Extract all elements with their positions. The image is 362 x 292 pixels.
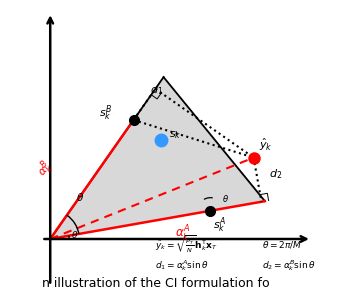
- Text: n illustration of the CI formulation fo: n illustration of the CI formulation fo: [42, 277, 269, 290]
- Text: $s_k^A$: $s_k^A$: [214, 215, 227, 234]
- Text: $\hat{y}_k = \sqrt{\frac{P_T}{N}}\mathbf{h}_k^\mathrm{T}\mathbf{x}_T$: $\hat{y}_k = \sqrt{\frac{P_T}{N}}\mathbf…: [155, 232, 218, 253]
- Text: $d_2$: $d_2$: [269, 167, 282, 180]
- Text: $\theta$: $\theta$: [71, 229, 78, 239]
- Text: $\hat{y}_k$: $\hat{y}_k$: [260, 137, 273, 153]
- Text: $s_k$: $s_k$: [169, 129, 182, 141]
- Text: $\alpha_k^A$: $\alpha_k^A$: [175, 224, 190, 244]
- Polygon shape: [50, 77, 265, 239]
- Text: $\theta$: $\theta$: [222, 193, 229, 204]
- Text: $d_1 = \alpha_k^A \sin\theta$: $d_1 = \alpha_k^A \sin\theta$: [155, 258, 209, 272]
- Text: $d_2 = \alpha_k^B \sin\theta$: $d_2 = \alpha_k^B \sin\theta$: [262, 258, 316, 272]
- Text: $\theta = 2\pi/M$: $\theta = 2\pi/M$: [262, 239, 303, 250]
- Text: $d_1$: $d_1$: [150, 83, 164, 97]
- Text: $\alpha_k^B$: $\alpha_k^B$: [33, 158, 57, 181]
- Text: $\theta$: $\theta$: [76, 191, 85, 203]
- Text: $s_k^B$: $s_k^B$: [99, 104, 112, 124]
